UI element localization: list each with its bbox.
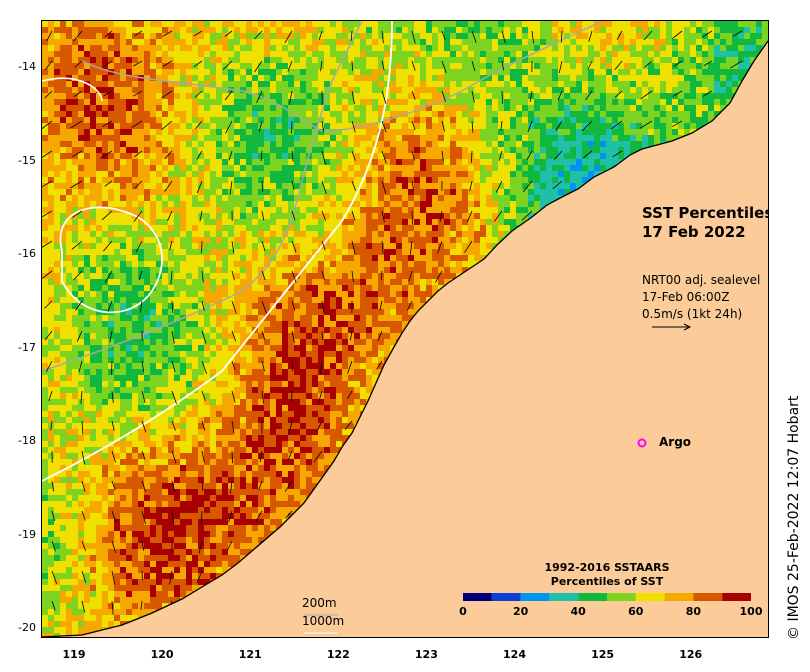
colorbar-swatch: [722, 593, 751, 601]
lon-tick-label: 122: [326, 648, 350, 661]
colorbar-title-line1: 1992-2016 SSTAARS: [544, 561, 670, 574]
lon-tick-label: 124: [503, 648, 526, 661]
colorbar: [463, 593, 751, 601]
colorbar-tick: 20: [512, 605, 529, 618]
contour-1000m-nw: [42, 77, 103, 102]
lat-tick-label: -20: [18, 621, 36, 634]
coastline: [42, 40, 768, 637]
colorbar-swatch: [549, 593, 579, 601]
current-info-time: 17-Feb 06:00Z: [642, 290, 730, 304]
current-info: NRT00 adj. sealevel 17-Feb 06:00Z 0.5m/s…: [642, 272, 760, 323]
map-title-line2: 17 Feb 2022: [642, 223, 746, 241]
argo-float-marker[interactable]: [637, 438, 647, 448]
contour-200m-b: [42, 21, 363, 372]
colorbar-swatch: [578, 593, 607, 601]
lon-tick-label: 121: [238, 648, 262, 661]
colorbar-tick: 0: [459, 605, 467, 618]
lat-tick-label: -18: [18, 434, 36, 447]
lon-tick-label: 119: [62, 648, 86, 661]
lon-tick-label: 123: [414, 648, 438, 661]
contour-legend-200m: 200m: [302, 596, 337, 610]
colorbar-swatch: [635, 593, 665, 601]
lon-tick-label: 126: [679, 648, 703, 661]
colorbar-tick: 60: [628, 605, 644, 618]
colorbar-tick: 40: [570, 605, 586, 618]
colorbar-title: 1992-2016 SSTAARS Percentiles of SST: [512, 561, 702, 589]
current-info-scale: 0.5m/s (1kt 24h): [642, 307, 743, 321]
colorbar-swatch: [463, 593, 492, 601]
lat-tick-label: -14: [18, 60, 36, 73]
colorbar-swatch: [607, 593, 636, 601]
contour-1000m: [42, 21, 393, 482]
map-canvas: [42, 21, 768, 637]
lon-tick-label: 120: [150, 648, 174, 661]
colorbar-tick: 100: [739, 605, 763, 618]
credit-text: © IMOS 25-Feb-2022 12:07 Hobart: [786, 395, 802, 640]
colorbar-tick: 80: [685, 605, 702, 618]
current-info-source: NRT00 adj. sealevel: [642, 273, 761, 287]
map-title-line1: SST Percentiles: [642, 204, 769, 222]
sst-map: SST Percentiles 17 Feb 2022 NRT00 adj. s…: [41, 20, 769, 638]
lat-tick-label: -17: [18, 340, 36, 354]
colorbar-swatch: [491, 593, 521, 601]
colorbar-swatch: [520, 593, 550, 601]
contour-1000m-eddy: [59, 206, 163, 314]
contour-legend-1000m: 1000m: [302, 614, 345, 628]
contour-200m: [81, 21, 603, 132]
lon-tick-label: 125: [591, 648, 615, 661]
colorbar-title-line2: Percentiles of SST: [550, 575, 664, 588]
colorbar-swatch: [693, 593, 723, 601]
argo-label: Argo: [659, 435, 692, 449]
reference-arrow: [652, 323, 692, 331]
map-title: SST Percentiles 17 Feb 2022: [642, 204, 769, 242]
colorbar-swatch: [664, 593, 694, 601]
lat-tick-label: -16: [18, 247, 36, 260]
lat-tick-label: -15: [18, 153, 36, 167]
lat-tick-label: -19: [18, 527, 36, 541]
